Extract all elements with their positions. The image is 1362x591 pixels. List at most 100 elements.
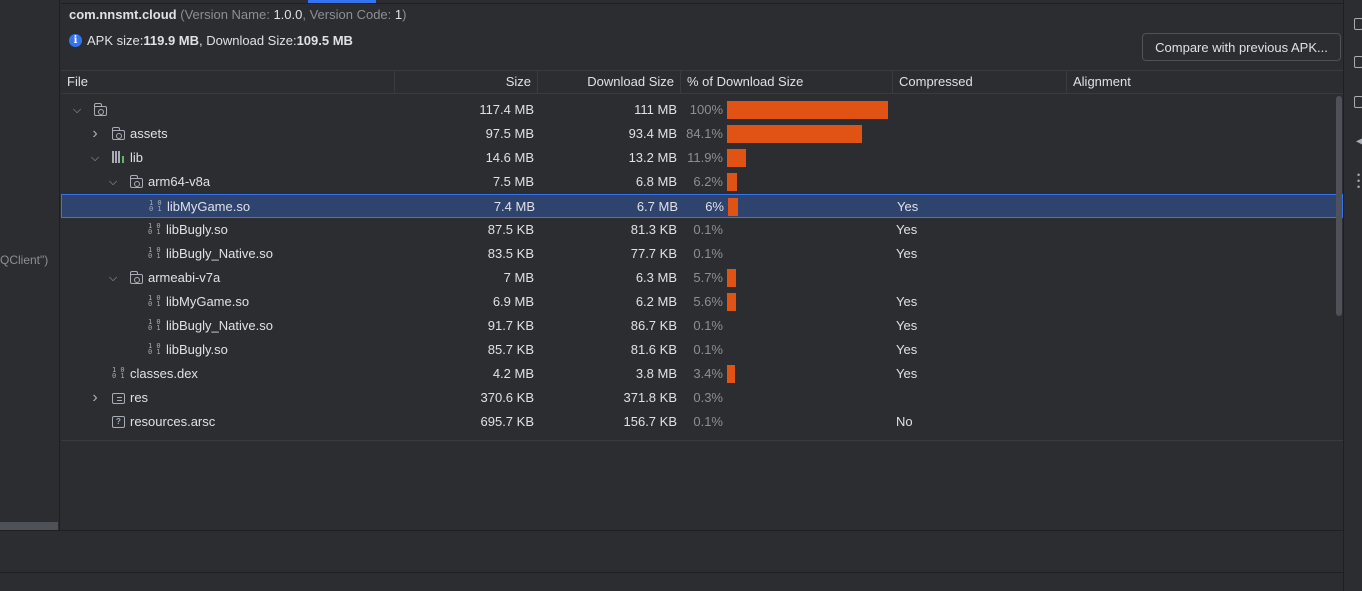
table-row[interactable]: › res 370.6 KB 371.8 KB 0.3% <box>61 386 1343 410</box>
download-percent: 5.7% <box>693 270 723 285</box>
column-header-percent[interactable]: % of Download Size <box>681 71 893 94</box>
bottom-panel <box>0 530 1343 591</box>
download-percent: 100% <box>689 102 723 117</box>
file-size: 370.6 KB <box>480 390 535 405</box>
download-size: 371.8 KB <box>623 390 678 405</box>
package-name: com.nnsmt.cloud <box>69 7 177 22</box>
file-name: assets <box>130 126 168 141</box>
file-name: libBugly_Native.so <box>166 318 273 333</box>
code-fragment: QClient") <box>0 253 49 267</box>
folder-icon <box>129 175 143 188</box>
play-icon[interactable]: ◀ <box>1356 136 1362 147</box>
download-size: 6.7 MB <box>636 199 678 214</box>
download-size: 6.8 MB <box>635 174 677 189</box>
chevron-down-icon[interactable]: ⌵ <box>72 104 82 116</box>
table-row[interactable]: › assets 97.5 MB 93.4 MB 84.1% <box>61 122 1343 146</box>
compressed-value: Yes <box>896 246 918 261</box>
download-percent-bar <box>727 149 746 167</box>
download-size: 3.8 MB <box>635 366 677 381</box>
download-size: 111 MB <box>634 102 677 117</box>
table-header: File Size Download Size % of Download Si… <box>61 70 1343 94</box>
download-percent: 84.1% <box>686 126 723 141</box>
file-name: classes.dex <box>130 366 198 381</box>
tool-window-icon[interactable] <box>1354 96 1362 108</box>
download-percent-bar <box>727 365 735 383</box>
chevron-down-icon[interactable]: ⌵ <box>90 152 100 164</box>
file-name: resources.arsc <box>130 414 216 429</box>
column-header-alignment[interactable]: Alignment <box>1073 74 1131 89</box>
download-percent: 0.1% <box>693 414 723 429</box>
horizontal-scrollbar[interactable] <box>0 522 58 530</box>
resource-folder-icon <box>112 393 125 404</box>
download-percent: 0.3% <box>693 390 723 405</box>
compressed-value: Yes <box>896 318 918 333</box>
file-name: res <box>130 390 149 405</box>
table-row[interactable]: ⌵ arm64-v8a 7.5 MB 6.8 MB 6.2% <box>61 170 1343 194</box>
compressed-value: Yes <box>896 366 918 381</box>
download-percent: 0.1% <box>693 318 723 333</box>
file-size: 695.7 KB <box>480 414 535 429</box>
table-row[interactable]: ⌵ 117.4 MB 111 MB 100% <box>61 98 1343 122</box>
compressed-value: No <box>896 414 913 429</box>
file-size: 87.5 KB <box>487 222 534 237</box>
compressed-value: Yes <box>896 294 918 309</box>
download-percent-bar <box>727 293 736 311</box>
download-percent: 6.2% <box>693 174 723 189</box>
more-icon[interactable]: • • • <box>1357 170 1361 192</box>
vertical-scrollbar[interactable] <box>1336 96 1342 316</box>
download-percent-bar <box>728 198 738 216</box>
download-percent: 6% <box>705 199 724 214</box>
column-header-download-size[interactable]: Download Size <box>538 71 681 94</box>
download-percent-bar <box>727 101 888 119</box>
folder-icon <box>93 103 107 116</box>
download-percent: 0.1% <box>693 246 723 261</box>
folder-icon <box>129 271 143 284</box>
folder-icon <box>111 127 125 140</box>
unknown-file-icon: ? <box>112 416 125 428</box>
column-header-file[interactable]: File <box>61 71 395 94</box>
download-size: 156.7 KB <box>623 414 678 429</box>
download-size: 13.2 MB <box>628 150 677 165</box>
download-percent-bar <box>727 269 736 287</box>
version-name: 1.0.0 <box>273 7 303 22</box>
file-name: libBugly_Native.so <box>166 246 273 261</box>
table-row[interactable]: ? resources.arsc 695.7 KB 156.7 KB 0.1% No <box>61 410 1343 434</box>
compare-apk-button[interactable]: Compare with previous APK... <box>1142 33 1341 61</box>
tool-window-icon[interactable] <box>1354 56 1362 68</box>
tool-window-icon[interactable] <box>1354 18 1362 30</box>
chevron-right-icon[interactable]: › <box>92 125 98 142</box>
table-row[interactable]: ⌵ lib 14.6 MB 13.2 MB 11.9% <box>61 146 1343 170</box>
download-percent: 3.4% <box>693 366 723 381</box>
chevron-down-icon[interactable]: ⌵ <box>108 176 118 188</box>
file-name: libMyGame.so <box>167 199 251 214</box>
file-size: 91.7 KB <box>487 318 534 333</box>
chevron-right-icon[interactable]: › <box>92 389 98 406</box>
download-size: 81.6 KB <box>630 342 677 357</box>
column-header-compressed[interactable]: Compressed <box>893 71 1067 94</box>
file-size: 7.5 MB <box>492 174 534 189</box>
download-size: 6.2 MB <box>635 294 677 309</box>
library-icon <box>112 151 127 163</box>
download-size: 6.3 MB <box>635 270 677 285</box>
table-row[interactable]: ⌵ armeabi-v7a 7 MB 6.3 MB 5.7% <box>61 266 1343 290</box>
chevron-down-icon[interactable]: ⌵ <box>108 272 118 284</box>
download-size-value: 109.5 MB <box>296 33 353 48</box>
file-name: libBugly.so <box>166 342 228 357</box>
column-header-size[interactable]: Size <box>395 71 538 94</box>
download-percent: 0.1% <box>693 222 723 237</box>
active-tab-indicator <box>308 0 376 3</box>
apk-analyzer-panel: com.nnsmt.cloud (Version Name: 1.0.0, Ve… <box>61 0 1343 530</box>
right-tool-strip: ◀ • • • <box>1343 0 1362 591</box>
editor-gutter: QClient") <box>0 0 60 530</box>
download-size: 77.7 KB <box>630 246 677 261</box>
